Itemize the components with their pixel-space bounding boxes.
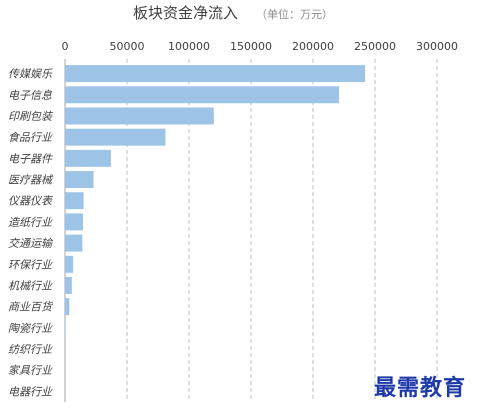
bar bbox=[65, 319, 66, 337]
bar bbox=[65, 234, 83, 252]
bar bbox=[65, 65, 366, 83]
category-label: 医疗器械 bbox=[8, 174, 54, 187]
bar bbox=[65, 86, 340, 104]
bar bbox=[65, 171, 94, 189]
category-label: 纺织行业 bbox=[8, 343, 53, 356]
chart-unit-label: （单位：万元） bbox=[256, 8, 333, 21]
category-label: 机械行业 bbox=[8, 279, 53, 292]
chart-title: 板块资金净流入 bbox=[133, 4, 239, 22]
x-tick-label: 200000 bbox=[292, 40, 334, 53]
category-label: 印刷包装 bbox=[8, 110, 54, 123]
bar bbox=[65, 107, 214, 125]
x-tick-label: 50000 bbox=[110, 40, 145, 53]
bar bbox=[65, 128, 166, 146]
category-label: 电器行业 bbox=[8, 385, 53, 398]
category-label: 商业百货 bbox=[8, 301, 54, 314]
bar bbox=[65, 298, 70, 316]
x-tick-label: 300000 bbox=[416, 40, 458, 53]
x-tick-label: 150000 bbox=[230, 40, 272, 53]
bar bbox=[65, 213, 83, 231]
bar bbox=[65, 192, 84, 210]
category-label: 家具行业 bbox=[8, 364, 53, 377]
category-label: 仪器仪表 bbox=[8, 195, 53, 208]
x-tick-label: 100000 bbox=[168, 40, 210, 53]
x-tick-label: 0 bbox=[62, 40, 69, 53]
bar bbox=[65, 255, 74, 273]
x-tick-label: 250000 bbox=[354, 40, 396, 53]
bar bbox=[65, 149, 111, 167]
category-label: 传媒娱乐 bbox=[8, 68, 53, 81]
category-label: 电子器件 bbox=[8, 152, 53, 165]
category-label: 陶瓷行业 bbox=[8, 322, 53, 335]
category-label: 环保行业 bbox=[8, 258, 53, 271]
category-label: 电子信息 bbox=[8, 89, 52, 102]
category-label: 造纸行业 bbox=[8, 216, 53, 229]
watermark-logo: 最需教育 bbox=[374, 375, 467, 401]
category-label: 交通运输 bbox=[8, 237, 54, 250]
bar bbox=[65, 276, 72, 294]
category-label: 食品行业 bbox=[8, 131, 53, 144]
